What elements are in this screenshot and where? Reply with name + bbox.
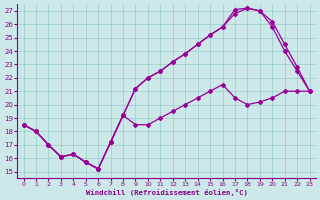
X-axis label: Windchill (Refroidissement éolien,°C): Windchill (Refroidissement éolien,°C)	[86, 189, 248, 196]
